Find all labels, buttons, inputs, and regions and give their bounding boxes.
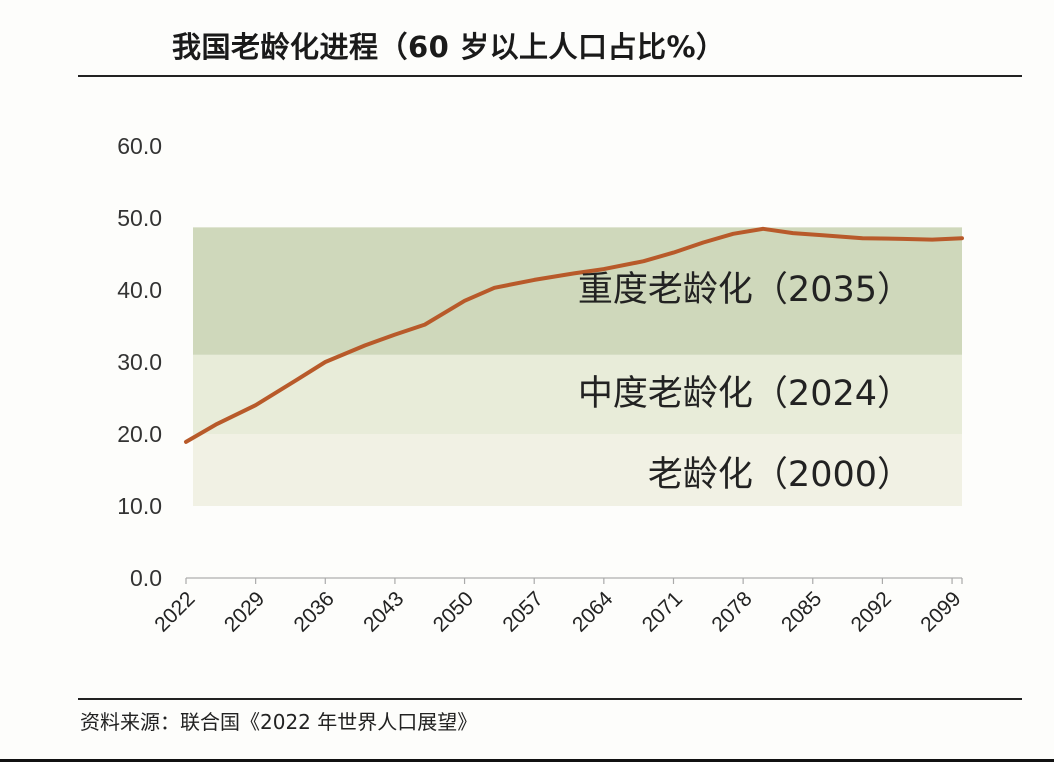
x-tick-label: 2050 (429, 587, 478, 636)
aging-ratio-line (184, 226, 964, 444)
x-tick-label: 2085 (777, 587, 826, 636)
band-label: 中度老龄化（2024） (578, 374, 912, 414)
aging-band-2 (193, 354, 962, 434)
y-tick-label: 60.0 (117, 133, 162, 159)
title-divider (78, 75, 1022, 77)
x-tick-label: 2029 (220, 587, 269, 636)
y-tick-label: 0.0 (130, 565, 162, 591)
aging-band-1 (193, 434, 962, 506)
chart-title: 我国老龄化进程（60 岁以上人口占比%） (172, 30, 726, 64)
y-tick-label: 10.0 (117, 493, 162, 519)
x-tick-label: 2078 (707, 587, 756, 636)
x-tick-label: 2071 (638, 587, 687, 636)
y-tick-label: 20.0 (117, 421, 162, 447)
x-tick-label: 2057 (498, 587, 547, 636)
x-tick-label: 2036 (290, 587, 339, 636)
band-label: 重度老龄化（2035） (578, 270, 912, 310)
band-label: 老龄化（2000） (648, 455, 912, 495)
x-tick-label: 2099 (916, 587, 965, 636)
page-bottom-edge (0, 759, 1054, 762)
footer-divider (78, 698, 1022, 700)
aging-band-3 (193, 227, 962, 355)
y-tick-label: 50.0 (117, 205, 162, 231)
x-tick-label: 2022 (150, 587, 199, 636)
y-tick-label: 30.0 (117, 349, 162, 375)
chart-area: 0.0 10.0 20.0 30.0 40.0 50.0 60.0 2022 2029 2036 2… (117, 133, 965, 637)
x-tick-label: 2092 (847, 587, 896, 636)
source-note: 资料来源：联合国《2022 年世界人口展望》 (80, 710, 478, 734)
x-tick-label: 2043 (359, 587, 408, 636)
y-tick-label: 40.0 (117, 277, 162, 303)
x-tick-label: 2064 (568, 587, 618, 637)
